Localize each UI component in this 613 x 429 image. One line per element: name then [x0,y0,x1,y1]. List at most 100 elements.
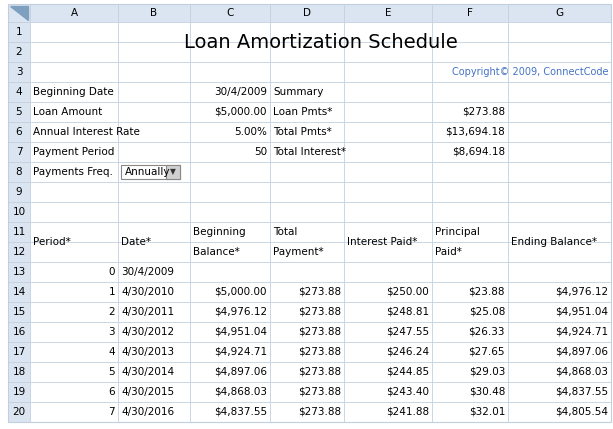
Bar [508,142,611,162]
Bar [344,182,432,202]
Bar [508,4,611,22]
Bar [508,102,611,122]
Text: $23.88: $23.88 [468,287,505,297]
Bar [118,22,190,42]
Text: Total: Total [273,227,297,237]
Bar [270,42,344,62]
Bar [432,142,508,162]
Bar [344,262,432,282]
Bar [30,102,118,122]
Text: 30/4/2009: 30/4/2009 [121,267,174,277]
Text: $32.01: $32.01 [468,407,505,417]
Bar [508,322,611,342]
Text: 8: 8 [16,167,22,177]
Text: Summary: Summary [273,87,324,97]
Text: 6: 6 [109,387,115,397]
Text: 1: 1 [109,287,115,297]
Text: $5,000.00: $5,000.00 [215,287,267,297]
Bar [8,62,30,82]
Bar [270,122,344,142]
Text: $250.00: $250.00 [386,287,429,297]
Text: Principal: Principal [435,227,480,237]
Bar [270,82,344,102]
Bar [508,62,611,82]
Text: $246.24: $246.24 [386,347,429,357]
Bar [190,42,270,62]
Text: 4: 4 [16,87,22,97]
Text: 4/30/2016: 4/30/2016 [121,407,174,417]
Bar [432,222,508,242]
Text: $273.88: $273.88 [298,407,341,417]
Bar [508,262,611,282]
Bar [30,402,118,422]
Bar [190,122,270,142]
Text: $8,694.18: $8,694.18 [452,147,505,157]
Bar [432,4,508,22]
Bar [190,302,270,322]
Text: $4,951.04: $4,951.04 [214,327,267,337]
Bar [344,4,432,22]
Text: 30/4/2009: 30/4/2009 [214,87,267,97]
Text: $244.85: $244.85 [386,367,429,377]
Bar [8,262,30,282]
Bar [508,202,611,222]
Text: 7: 7 [16,147,22,157]
Bar [118,262,190,282]
Bar [344,102,432,122]
Text: Date*: Date* [121,237,151,247]
Text: $4,868.03: $4,868.03 [555,367,608,377]
Text: $273.88: $273.88 [298,347,341,357]
Bar [8,302,30,322]
Text: F: F [467,8,473,18]
Bar [30,222,118,242]
Bar [8,162,30,182]
Text: $4,924.71: $4,924.71 [555,327,608,337]
Bar [270,142,344,162]
Bar [270,262,344,282]
Text: $248.81: $248.81 [386,307,429,317]
Bar [118,122,190,142]
Bar [344,322,432,342]
Bar [118,182,190,202]
Bar [190,142,270,162]
Bar [190,242,270,262]
Text: $4,868.03: $4,868.03 [214,387,267,397]
Bar [508,222,611,242]
Bar [270,222,344,242]
Bar [30,242,118,262]
Bar [118,4,190,22]
Text: 1: 1 [16,27,22,37]
Bar [30,262,118,282]
Bar [344,222,432,242]
Text: Annually: Annually [125,167,170,177]
Bar [30,4,118,22]
Bar [118,362,190,382]
Text: Paid*: Paid* [435,247,462,257]
Text: $4,951.04: $4,951.04 [555,307,608,317]
Text: Total Pmts*: Total Pmts* [273,127,332,137]
Text: 20: 20 [12,407,26,417]
Bar [508,402,611,422]
Text: Balance*: Balance* [193,247,240,257]
Bar [8,22,30,42]
Text: 5: 5 [16,107,22,117]
Text: 50: 50 [254,147,267,157]
Bar [344,362,432,382]
Bar [344,162,432,182]
Bar [270,162,344,182]
Text: $27.65: $27.65 [468,347,505,357]
Text: 13: 13 [12,267,26,277]
Bar [344,42,432,62]
Text: 17: 17 [12,347,26,357]
Bar [30,302,118,322]
Text: $4,837.55: $4,837.55 [214,407,267,417]
Bar [8,82,30,102]
Bar [118,342,190,362]
Text: Loan Amount: Loan Amount [33,107,102,117]
Bar [118,162,190,182]
Text: Payments Freq.: Payments Freq. [33,167,113,177]
Bar [190,362,270,382]
Text: $4,897.06: $4,897.06 [214,367,267,377]
Bar [344,302,432,322]
Text: Beginning Date: Beginning Date [33,87,114,97]
